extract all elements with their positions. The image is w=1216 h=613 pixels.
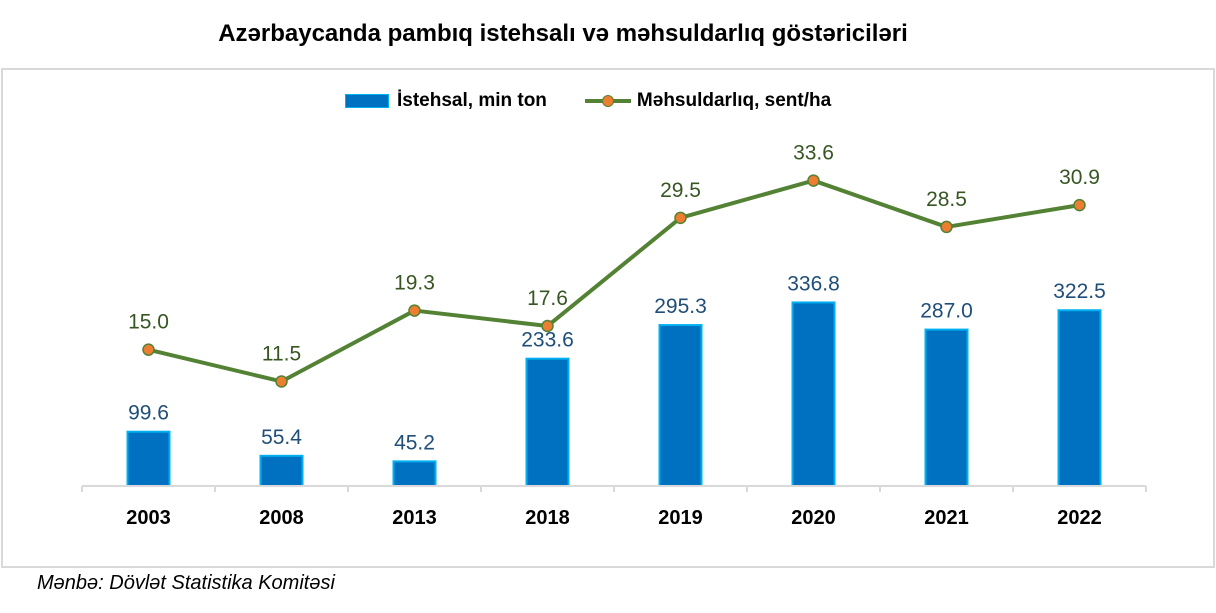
line-label-2022: 30.9 <box>1059 166 1100 189</box>
line-point-2013 <box>408 304 421 317</box>
bar-label-2021: 287.0 <box>920 300 973 323</box>
legend-item-yield[interactable]: Məhsuldarlıq, sent/ha <box>584 90 832 112</box>
legend-line-marker-icon <box>584 94 631 108</box>
bar-2020 <box>791 301 836 487</box>
bar-label-2020: 336.8 <box>787 272 840 295</box>
bar-label-2018: 233.6 <box>521 329 574 352</box>
bar-2018 <box>525 357 570 487</box>
line-point-2020 <box>807 174 820 187</box>
x-tick-label-2019: 2019 <box>658 507 703 529</box>
line-label-2013: 19.3 <box>394 272 435 295</box>
line-point-2022 <box>1073 198 1086 212</box>
legend-label-production: İstehsal, min ton <box>397 90 547 111</box>
source-note: Mənbə: Dövlət Statistika Komitəsi <box>37 572 335 594</box>
line-label-2021: 28.5 <box>926 188 967 211</box>
line-point-2008 <box>275 375 288 388</box>
bar-label-2008: 55.4 <box>261 426 302 449</box>
bar-2003 <box>126 430 171 487</box>
bar-2021 <box>924 328 969 487</box>
line-point-2003 <box>142 343 155 356</box>
x-tick-label-2022: 2022 <box>1057 507 1102 529</box>
line-point-2019 <box>674 211 687 225</box>
bar-2013 <box>392 460 437 487</box>
legend: İstehsal, min ton Məhsuldarlıq, sent/ha <box>345 90 869 112</box>
bar-2019 <box>658 324 703 487</box>
x-tick-label-2013: 2013 <box>392 507 437 529</box>
bar-label-2013: 45.2 <box>394 431 435 454</box>
line-point-2021 <box>940 220 953 234</box>
x-tick-label-2008: 2008 <box>259 507 304 529</box>
bar-label-2022: 322.5 <box>1053 280 1106 303</box>
line-label-2008: 11.5 <box>262 342 301 365</box>
x-tick-label-2003: 2003 <box>126 507 171 529</box>
bar-label-2003: 99.6 <box>128 402 169 425</box>
chart-title: Azərbaycanda pambıq istehsalı və məhsuld… <box>218 20 908 47</box>
bar-2008 <box>259 454 304 488</box>
line-label-2020: 33.6 <box>793 142 834 165</box>
line-label-2018: 17.6 <box>527 287 568 310</box>
x-tick-label-2020: 2020 <box>791 507 836 529</box>
chart-frame <box>1 68 1215 568</box>
legend-bar-swatch-icon <box>345 94 389 108</box>
line-label-2003: 15.0 <box>128 311 169 334</box>
line-point-2018 <box>541 319 554 333</box>
bar-label-2019: 295.3 <box>654 295 707 318</box>
bar-2022 <box>1057 309 1102 487</box>
x-tick-label-2018: 2018 <box>525 507 570 529</box>
line-label-2019: 29.5 <box>660 179 701 202</box>
legend-item-production[interactable]: İstehsal, min ton <box>345 90 547 112</box>
yield-line <box>148 178 1080 384</box>
x-tick-label-2021: 2021 <box>924 507 969 529</box>
legend-label-yield: Məhsuldarlıq, sent/ha <box>636 90 832 111</box>
